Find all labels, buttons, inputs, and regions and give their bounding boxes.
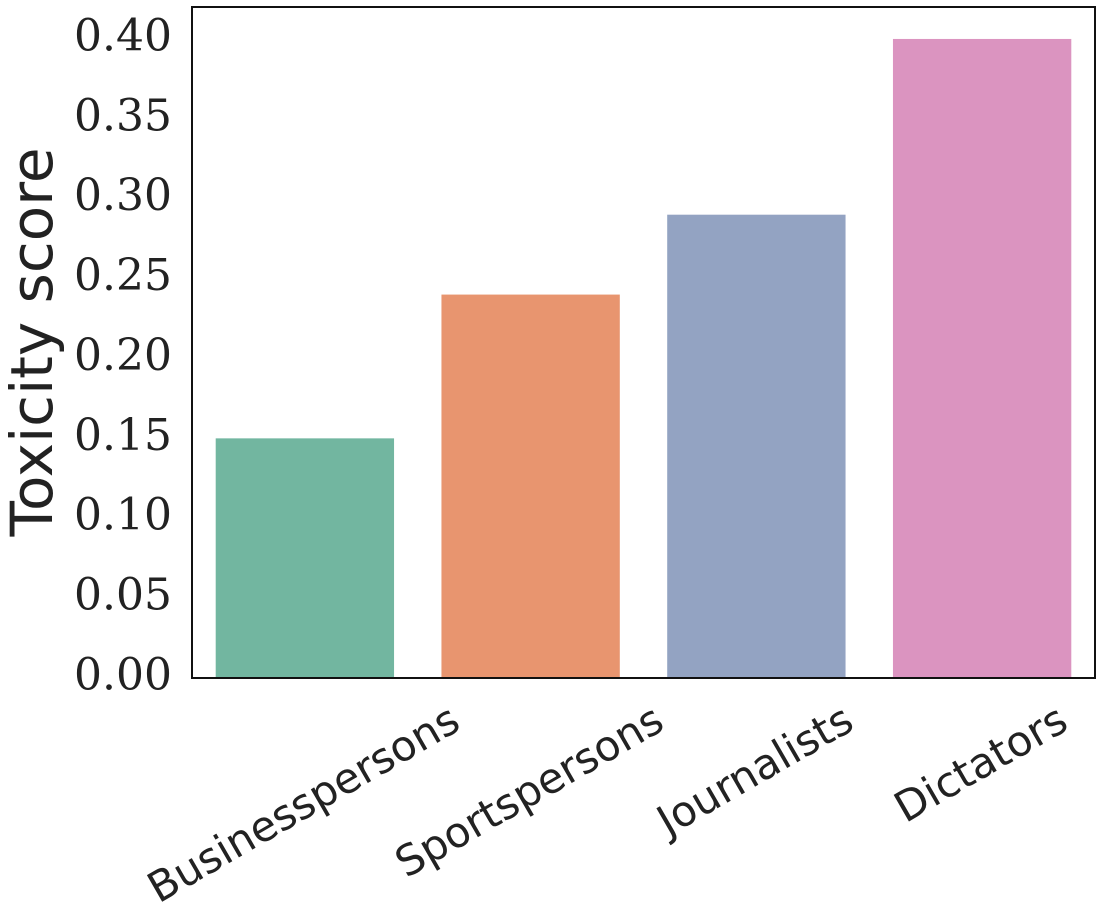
y-axis-label: Toxicity score — [0, 147, 66, 537]
x-tick-label: Dictators — [886, 694, 1076, 832]
y-tick-label: 0.20 — [74, 330, 172, 381]
y-tick-label: 0.40 — [74, 10, 172, 61]
bar — [441, 294, 620, 678]
bar — [667, 214, 846, 678]
y-tick-label: 0.00 — [74, 650, 172, 701]
x-tick-label: Journalists — [646, 694, 861, 847]
y-tick-label: 0.25 — [74, 250, 172, 301]
y-tick-label: 0.05 — [74, 570, 172, 621]
bar — [892, 38, 1072, 678]
y-tick-label: 0.30 — [74, 170, 172, 221]
y-tick-label: 0.10 — [74, 490, 172, 541]
y-tick-label: 0.35 — [74, 90, 172, 141]
y-tick-label: 0.15 — [74, 410, 172, 461]
plot-frame — [191, 6, 1096, 679]
bar — [215, 438, 395, 678]
